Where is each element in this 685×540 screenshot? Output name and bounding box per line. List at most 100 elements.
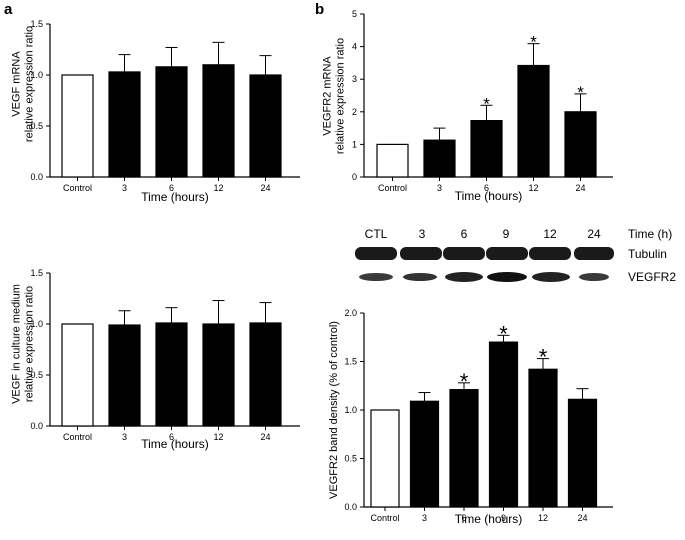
significance-star: *: [460, 369, 469, 394]
y-axis-title: relative expression ratio: [24, 26, 36, 142]
x-tick-label: Control: [63, 432, 92, 442]
x-tick-label: 12: [213, 432, 223, 442]
y-tick-label: 0: [352, 172, 357, 182]
bar: [449, 389, 479, 508]
bar: [409, 400, 440, 508]
bar: [249, 74, 282, 178]
bar: [108, 324, 141, 427]
x-axis-title: Time (hours): [455, 189, 523, 203]
y-tick-label: 2: [352, 107, 357, 117]
x-axis-title: Time (hours): [141, 437, 209, 451]
bar: [249, 322, 282, 427]
blot-band: [443, 247, 485, 260]
bar: [202, 64, 235, 178]
blot-band: [529, 247, 571, 260]
x-axis-title: Time (hours): [455, 512, 523, 526]
y-tick-label: 4: [352, 42, 357, 52]
x-tick-label: 6: [461, 513, 466, 523]
y-tick-label: 1.0: [30, 319, 43, 329]
y-tick-label: 0.0: [344, 502, 357, 512]
x-tick-label: 24: [577, 513, 587, 523]
x-tick-label: 24: [260, 183, 270, 193]
y-tick-label: 1.5: [30, 19, 43, 29]
significance-star: *: [539, 345, 548, 370]
y-tick-label: 1.5: [30, 268, 43, 278]
bar: [370, 409, 400, 508]
bar: [488, 341, 519, 508]
chart-vegf-mrna: 0.0 0.5 1.0 1.5 Control 3 6 12 24 Time (hours) VEG…: [11, 19, 300, 204]
x-tick-label: 24: [575, 183, 585, 193]
panel-label-a: a: [4, 1, 13, 18]
y-axis-title: VEGF mRNA: [11, 51, 23, 117]
y-tick-label: 0.0: [30, 421, 43, 431]
x-tick-label: Control: [370, 513, 399, 523]
y-axis-title: VEGFR2 band density (% of control): [328, 321, 340, 499]
x-tick-label: Control: [378, 183, 407, 193]
y-tick-label: 1.0: [344, 405, 357, 415]
panel-label-b: b: [315, 1, 324, 18]
western-blot: CTL 3 6 9 12 24 Time (h) Tubulin VEGFR2: [355, 227, 676, 284]
y-axis-title: VEGFR2 mRNA: [322, 56, 334, 136]
y-tick-label: 3: [352, 74, 357, 84]
vegfr2-band-row: [359, 272, 609, 282]
blot-time-label: Time (h): [628, 227, 672, 241]
blot-band: [532, 272, 570, 282]
blot-band-label-vegfr2: VEGFR2: [628, 270, 676, 284]
bar: [155, 66, 188, 178]
bar: [564, 111, 597, 178]
x-axis-title: Time (hours): [141, 190, 209, 204]
x-tick-label: 6: [169, 183, 174, 193]
x-tick-label: 9: [501, 513, 506, 523]
blot-band: [400, 247, 442, 260]
y-tick-label: 2.0: [344, 308, 357, 318]
significance-star: *: [499, 321, 508, 346]
blot-lane-label: 6: [461, 227, 468, 241]
x-tick-label: Control: [63, 183, 92, 193]
bar: [528, 368, 558, 508]
bar: [376, 143, 409, 178]
x-tick-label: 3: [437, 183, 442, 193]
x-tick-label: 3: [122, 432, 127, 442]
x-tick-label: 12: [213, 183, 223, 193]
chart-vegfr2-band-density: 0.0 0.5 1.0 1.5 2.0 Control 3 * 6 * 9 * 12 24 Time (ho…: [328, 308, 613, 526]
x-tick-label: 12: [538, 513, 548, 523]
tubulin-band-row: [355, 247, 614, 260]
significance-star: *: [483, 94, 490, 113]
x-tick-label: 6: [484, 183, 489, 193]
bar: [61, 323, 94, 427]
y-tick-label: 1.5: [344, 357, 357, 367]
x-tick-label: 3: [422, 513, 427, 523]
bar: [423, 139, 456, 178]
chart-vegf-culture-medium: 0.0 0.5 1.0 1.5 Control 3 6 12 24 Time (hours) VEG…: [11, 268, 300, 451]
y-tick-label: 0.5: [30, 121, 43, 131]
significance-star: *: [530, 33, 537, 52]
blot-lane-label: 3: [419, 227, 426, 241]
blot-band: [487, 272, 527, 282]
bar: [517, 64, 550, 178]
y-axis-title: VEGF in culture medium: [11, 284, 23, 404]
bar: [108, 71, 141, 178]
y-tick-label: 1.0: [30, 70, 43, 80]
blot-lane-label: 9: [503, 227, 510, 241]
bar: [470, 120, 503, 178]
bar: [155, 322, 188, 427]
y-axis-title: relative expression ratio: [24, 286, 36, 402]
blot-band: [445, 272, 483, 282]
blot-lane-label: 12: [543, 227, 557, 241]
x-tick-label: 6: [169, 432, 174, 442]
blot-band: [359, 273, 393, 281]
y-tick-label: 0.0: [30, 172, 43, 182]
bar: [567, 398, 598, 508]
blot-band-label-tubulin: Tubulin: [628, 247, 667, 261]
bar: [61, 74, 94, 178]
blot-lane-label: CTL: [365, 227, 388, 241]
y-tick-label: 5: [352, 9, 357, 19]
blot-band: [403, 273, 437, 281]
blot-band: [486, 247, 528, 260]
y-axis-title: relative expression ratio: [335, 38, 347, 154]
blot-band: [574, 247, 614, 260]
y-tick-label: 1: [352, 139, 357, 149]
blot-lane-label: 24: [587, 227, 601, 241]
